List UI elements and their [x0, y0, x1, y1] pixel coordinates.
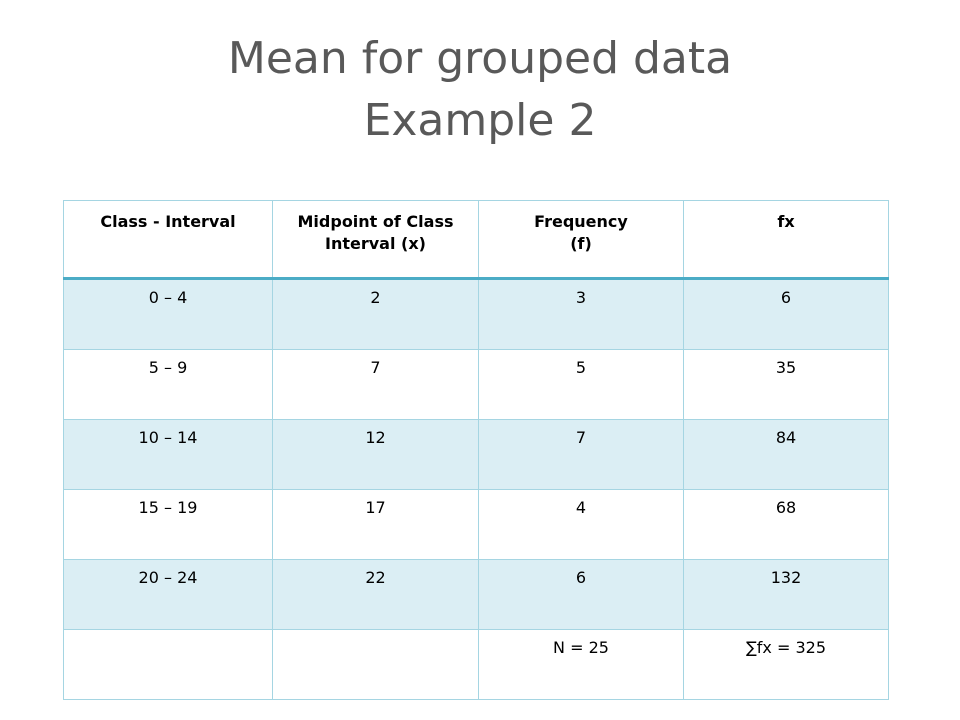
- total-cell: N = 25: [478, 629, 684, 700]
- title-line: Mean for grouped data: [227, 33, 733, 84]
- table-cell: 132: [683, 559, 889, 630]
- table-cell: 5: [478, 349, 684, 420]
- table-cell: 5 – 9: [63, 349, 273, 420]
- table-cell: 35: [683, 349, 889, 420]
- table-cell: 68: [683, 489, 889, 560]
- table-cell: 6: [478, 559, 684, 630]
- table-cell: 84: [683, 419, 889, 490]
- table-cell: 10 – 14: [63, 419, 273, 490]
- table-row: 5 – 9 7 5 35: [63, 349, 889, 420]
- table-cell: 20 – 24: [63, 559, 273, 630]
- table-cell: 17: [272, 489, 479, 560]
- empty-cell: [272, 629, 479, 700]
- table-cell: 3: [478, 278, 684, 350]
- table-cell: 0 – 4: [63, 278, 273, 350]
- header-cell: Class - Interval: [63, 200, 273, 280]
- table-cell: 7: [478, 419, 684, 490]
- slide-title: Mean for grouped data Example 2: [0, 28, 960, 152]
- header-cell: Frequency (f): [478, 200, 684, 280]
- table-row: 15 – 19 17 4 68: [63, 489, 889, 560]
- table-row: 20 – 24 22 6 132: [63, 559, 889, 630]
- empty-cell: [63, 629, 273, 700]
- table-cell: 15 – 19: [63, 489, 273, 560]
- table-cell: 6: [683, 278, 889, 350]
- total-cell: ∑fx = 325: [683, 629, 889, 700]
- header-cell: Midpoint of Class Interval (x): [272, 200, 479, 280]
- header-row: Class - Interval Midpoint of Class Interv…: [63, 200, 889, 280]
- header-cell: fx: [683, 200, 889, 280]
- title-line: Example 2: [363, 95, 597, 146]
- totals-row: N = 25 ∑fx = 325: [63, 629, 889, 700]
- table-cell: 12: [272, 419, 479, 490]
- data-table: Class - Interval Midpoint of Class Interv…: [63, 200, 889, 700]
- table-cell: 2: [272, 278, 479, 350]
- table-cell: 7: [272, 349, 479, 420]
- table-cell: 22: [272, 559, 479, 630]
- table-row: 10 – 14 12 7 84: [63, 419, 889, 490]
- table-cell: 4: [478, 489, 684, 560]
